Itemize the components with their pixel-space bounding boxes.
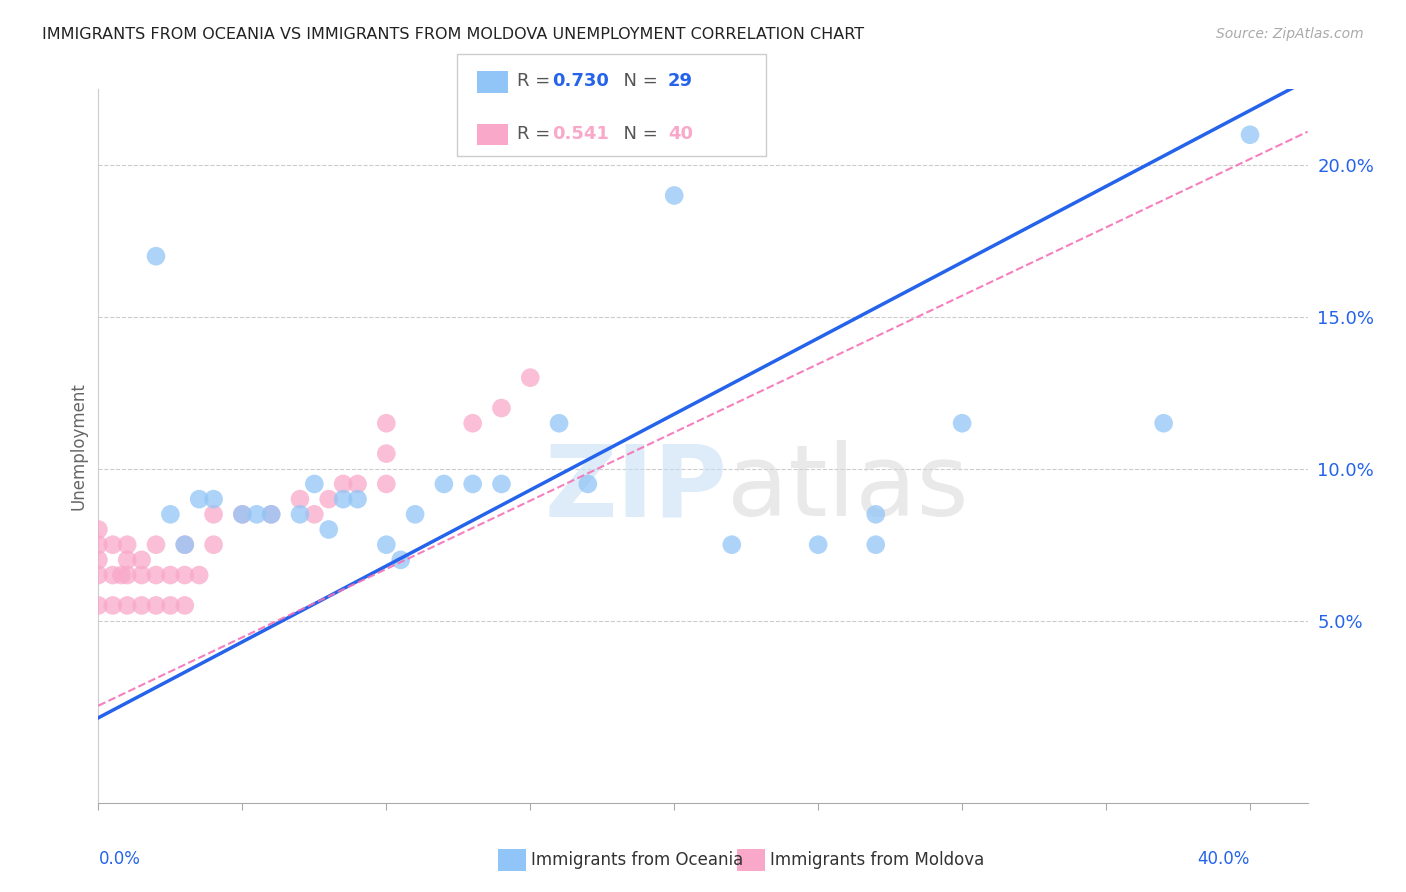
Text: atlas: atlas: [727, 441, 969, 537]
Point: [110, 568, 132, 582]
Point: [87, 538, 110, 552]
Point: [461, 416, 484, 430]
Text: IMMIGRANTS FROM OCEANIA VS IMMIGRANTS FROM MOLDOVA UNEMPLOYMENT CORRELATION CHAR: IMMIGRANTS FROM OCEANIA VS IMMIGRANTS FR…: [42, 27, 865, 42]
Text: Source: ZipAtlas.com: Source: ZipAtlas.com: [1216, 27, 1364, 41]
Point: [202, 538, 225, 552]
Point: [131, 599, 153, 613]
Point: [375, 538, 398, 552]
Point: [1153, 416, 1175, 430]
Point: [375, 447, 398, 461]
Point: [188, 492, 211, 507]
Point: [246, 508, 269, 522]
Point: [115, 568, 138, 582]
Point: [332, 477, 354, 491]
Point: [231, 508, 253, 522]
Text: 0.541: 0.541: [553, 125, 609, 143]
Point: [202, 508, 225, 522]
Text: R =: R =: [517, 125, 557, 143]
Point: [173, 568, 195, 582]
Point: [346, 477, 368, 491]
Point: [159, 508, 181, 522]
Point: [159, 568, 181, 582]
Point: [145, 568, 167, 582]
Point: [404, 508, 426, 522]
Point: [87, 568, 110, 582]
Point: [304, 477, 326, 491]
Point: [1239, 128, 1261, 142]
Point: [145, 538, 167, 552]
Point: [87, 599, 110, 613]
Point: [375, 416, 398, 430]
Point: [260, 508, 283, 522]
Point: [332, 492, 354, 507]
Point: [260, 508, 283, 522]
Point: [145, 249, 167, 263]
Point: [433, 477, 456, 491]
Point: [865, 508, 887, 522]
Point: [173, 538, 195, 552]
Point: [131, 568, 153, 582]
Point: [491, 477, 513, 491]
Point: [101, 538, 124, 552]
Point: [115, 599, 138, 613]
Point: [188, 568, 211, 582]
Point: [519, 370, 541, 384]
Text: Immigrants from Oceania: Immigrants from Oceania: [531, 851, 744, 869]
Point: [173, 538, 195, 552]
Point: [664, 188, 686, 202]
Point: [101, 599, 124, 613]
Point: [159, 599, 181, 613]
Text: ZIP: ZIP: [544, 441, 727, 537]
Text: Immigrants from Moldova: Immigrants from Moldova: [770, 851, 984, 869]
Point: [375, 477, 398, 491]
Point: [173, 599, 195, 613]
Point: [318, 492, 340, 507]
Text: 40.0%: 40.0%: [1198, 849, 1250, 868]
Point: [346, 492, 368, 507]
Text: 0.0%: 0.0%: [98, 849, 141, 868]
Text: 29: 29: [668, 72, 693, 90]
Point: [145, 599, 167, 613]
Point: [491, 401, 513, 415]
Point: [115, 553, 138, 567]
Text: N =: N =: [612, 72, 664, 90]
Y-axis label: Unemployment: Unemployment: [69, 382, 87, 510]
Point: [288, 508, 311, 522]
Point: [202, 492, 225, 507]
Point: [865, 538, 887, 552]
Point: [576, 477, 599, 491]
Point: [87, 553, 110, 567]
Point: [461, 477, 484, 491]
Point: [318, 523, 340, 537]
Text: 40: 40: [668, 125, 693, 143]
Point: [807, 538, 830, 552]
Point: [87, 523, 110, 537]
Point: [950, 416, 973, 430]
Text: R =: R =: [517, 72, 557, 90]
Point: [720, 538, 742, 552]
Point: [389, 553, 412, 567]
Point: [101, 568, 124, 582]
Point: [288, 492, 311, 507]
Point: [131, 553, 153, 567]
Point: [548, 416, 571, 430]
Point: [231, 508, 253, 522]
Text: N =: N =: [612, 125, 664, 143]
Point: [304, 508, 326, 522]
Text: 0.730: 0.730: [553, 72, 609, 90]
Point: [115, 538, 138, 552]
